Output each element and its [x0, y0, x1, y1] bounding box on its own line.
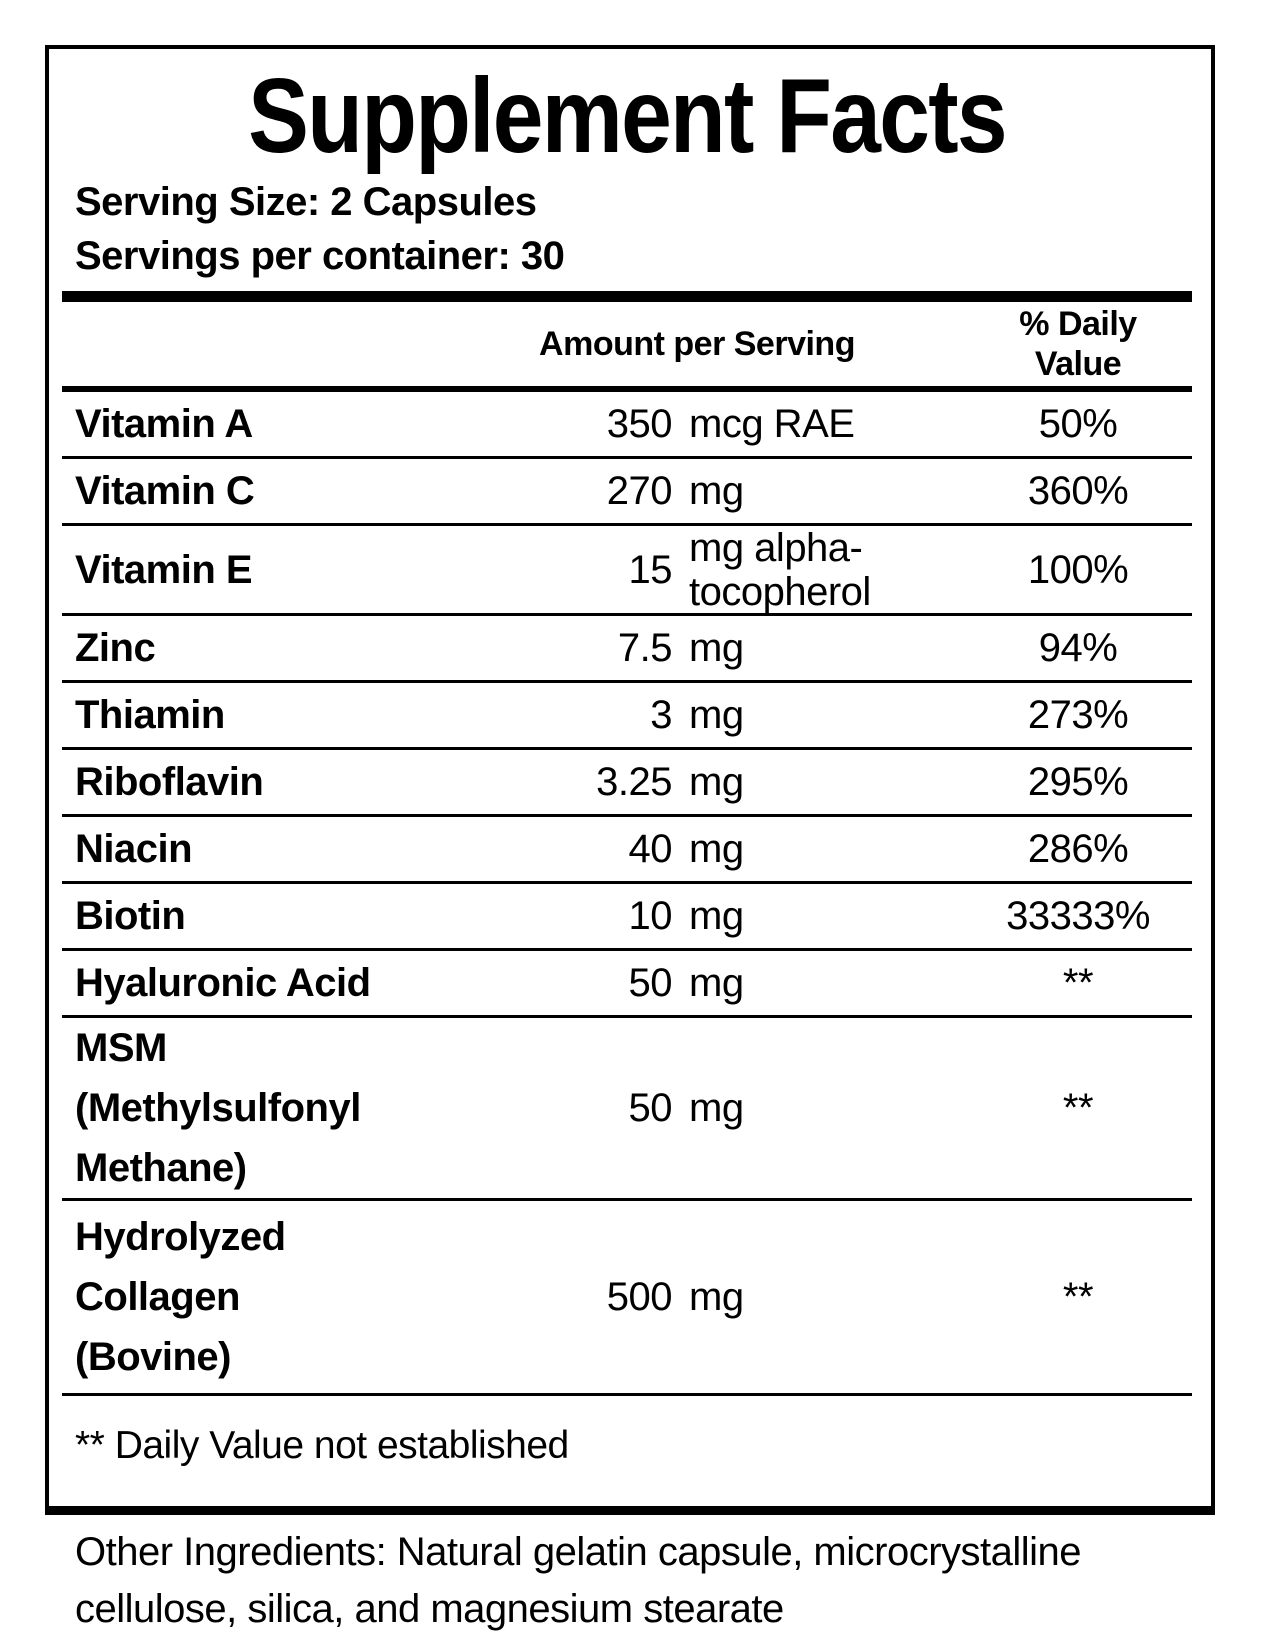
- serving-size: Serving Size: 2 Capsules: [75, 180, 537, 224]
- nutrient-unit: mg: [689, 693, 744, 737]
- nutrient-name: Vitamin E: [75, 548, 253, 592]
- nutrient-daily-value: 273%: [1027, 692, 1129, 737]
- thick-divider: [62, 291, 1192, 302]
- table-row-thiamin: Thiamin 3 mg 273%: [62, 683, 1192, 750]
- nutrient-amount: 3: [650, 692, 672, 737]
- table-row-vitamin-e: Vitamin E 15 mg alpha- tocopherol 100%: [62, 526, 1192, 616]
- nutrient-unit: mg: [689, 760, 744, 804]
- nutrient-name: Niacin: [75, 827, 193, 871]
- amount-per-serving-header: Amount per Serving: [539, 324, 855, 363]
- table-row-niacin: Niacin 40 mg 286%: [62, 817, 1192, 884]
- nutrient-unit: mg: [689, 827, 744, 871]
- table-row-vitamin-a: Vitamin A 350 mcg RAE 50%: [62, 392, 1192, 459]
- nutrient-amount: 3.25: [596, 759, 672, 804]
- nutrient-daily-value: 50%: [1038, 401, 1118, 446]
- nutrient-amount: 50: [628, 960, 673, 1005]
- servings-per-container: Servings per container: 30: [75, 234, 565, 278]
- nutrient-daily-value: 286%: [1027, 826, 1129, 871]
- nutrient-amount: 350: [606, 401, 673, 446]
- nutrient-unit: mg: [689, 626, 744, 670]
- nutrient-daily-value: **: [1062, 960, 1094, 1005]
- nutrient-name: Hydrolyzed Collagen (Bovine): [75, 1215, 286, 1379]
- nutrient-daily-value: 33333%: [1006, 893, 1150, 938]
- nutrient-daily-value: 100%: [1027, 547, 1129, 592]
- table-row-hyaluronic-acid: Hyaluronic Acid 50 mg **: [62, 951, 1192, 1018]
- nutrient-unit: mg: [689, 1275, 744, 1319]
- dv-footnote: ** Daily Value not established: [75, 1424, 569, 1467]
- nutrient-daily-value: 94%: [1038, 625, 1118, 670]
- table-row-zinc: Zinc 7.5 mg 94%: [62, 616, 1192, 683]
- nutrient-amount: 500: [606, 1274, 673, 1319]
- nutrient-name: MSM (Methylsulfonyl Methane): [75, 1026, 361, 1190]
- nutrient-unit: mg: [689, 1086, 744, 1130]
- nutrient-amount: 40: [628, 826, 673, 871]
- daily-value-header: % Daily Value: [1019, 305, 1137, 383]
- nutrient-name: Riboflavin: [75, 760, 264, 804]
- nutrient-daily-value: 360%: [1027, 468, 1129, 513]
- other-ingredients: Other Ingredients: Natural gelatin capsu…: [75, 1530, 1082, 1631]
- nutrient-name: Vitamin C: [75, 469, 255, 513]
- table-row-biotin: Biotin 10 mg 33333%: [62, 884, 1192, 951]
- table-row-vitamin-c: Vitamin C 270 mg 360%: [62, 459, 1192, 526]
- nutrient-daily-value: **: [1062, 1274, 1094, 1319]
- nutrient-unit: mg: [689, 894, 744, 938]
- supplement-facts-panel: Supplement Facts Serving Size: 2 Capsule…: [45, 45, 1215, 1515]
- nutrient-unit: mcg RAE: [689, 402, 855, 446]
- panel-inner: Supplement Facts Serving Size: 2 Capsule…: [49, 57, 1211, 1514]
- nutrient-amount: 50: [628, 1085, 673, 1130]
- panel-title: Supplement Facts: [248, 57, 1007, 175]
- nutrient-daily-value: 295%: [1027, 759, 1129, 804]
- nutrient-amount: 10: [628, 893, 673, 938]
- nutrient-name: Biotin: [75, 894, 186, 938]
- nutrient-name: Thiamin: [75, 693, 225, 737]
- nutrient-amount: 270: [606, 468, 673, 513]
- nutrient-name: Vitamin A: [75, 402, 253, 446]
- nutrient-unit: mg: [689, 961, 744, 1005]
- nutrient-name: Zinc: [75, 626, 156, 670]
- nutrient-daily-value: **: [1062, 1085, 1094, 1130]
- nutrient-unit: mg alpha- tocopherol: [689, 526, 871, 614]
- nutrient-amount: 7.5: [617, 625, 673, 670]
- nutrient-name: Hyaluronic Acid: [75, 961, 371, 1005]
- nutrient-amount: 15: [628, 547, 673, 592]
- table-row-hydrolyzed-collagen: Hydrolyzed Collagen (Bovine) 500 mg **: [62, 1201, 1192, 1396]
- nutrient-unit: mg: [689, 469, 744, 513]
- table-row-msm: MSM (Methylsulfonyl Methane) 50 mg **: [62, 1018, 1192, 1201]
- table-header-row: Amount per Serving % Daily Value: [62, 302, 1192, 392]
- table-row-riboflavin: Riboflavin 3.25 mg 295%: [62, 750, 1192, 817]
